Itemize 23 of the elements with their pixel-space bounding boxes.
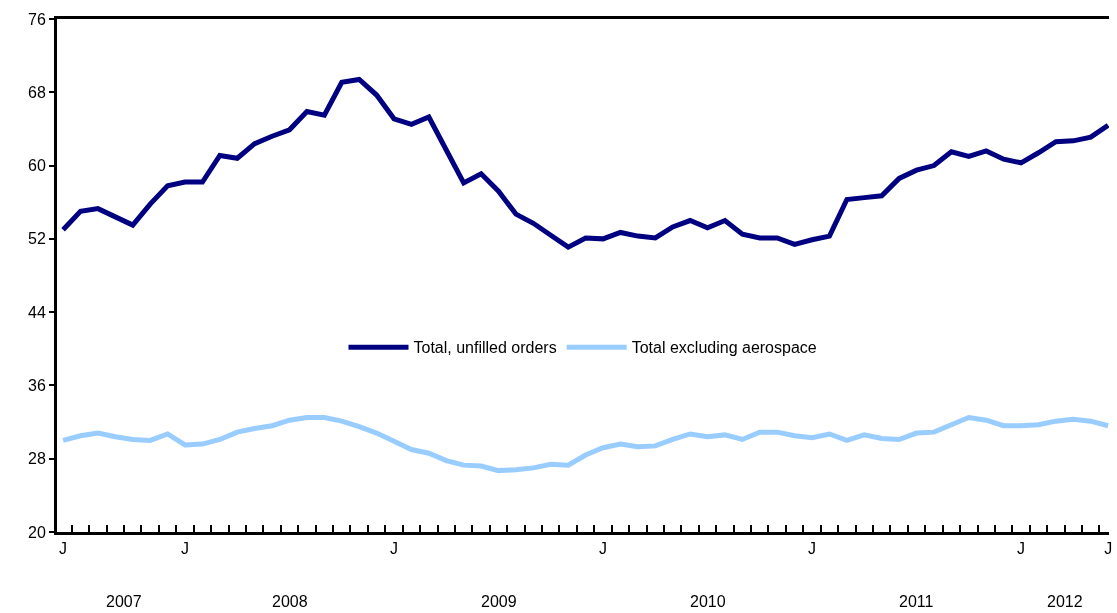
y-tick-label: 52 <box>28 230 46 248</box>
x-tick-label: J <box>181 540 190 558</box>
text: 2007 <box>106 593 142 610</box>
x-tick-label: J <box>59 540 68 558</box>
y-tick-label: 36 <box>28 377 46 395</box>
text: 2010 <box>690 593 726 610</box>
x-tick-label: J <box>1017 540 1026 558</box>
x-tick-label: J <box>599 540 608 558</box>
text: 2008 <box>272 593 308 610</box>
y-tick-label: 20 <box>28 523 46 541</box>
text: 2012 <box>1047 593 1083 610</box>
y-tick-label: 44 <box>28 303 46 321</box>
x-tick-label: J <box>1104 540 1113 558</box>
legend-label: Total excluding aerospace <box>631 339 817 357</box>
text: 2011 <box>899 593 934 610</box>
y-tick-label: 60 <box>28 157 46 175</box>
y-tick-label: 76 <box>28 10 46 28</box>
legend-label: Total, unfilled orders <box>413 339 557 357</box>
text: 2009 <box>481 593 517 610</box>
x-tick-label: J <box>808 540 817 558</box>
y-tick-label: 68 <box>28 83 46 101</box>
y-tick-label: 28 <box>28 450 46 468</box>
x-tick-label: J <box>390 540 399 558</box>
